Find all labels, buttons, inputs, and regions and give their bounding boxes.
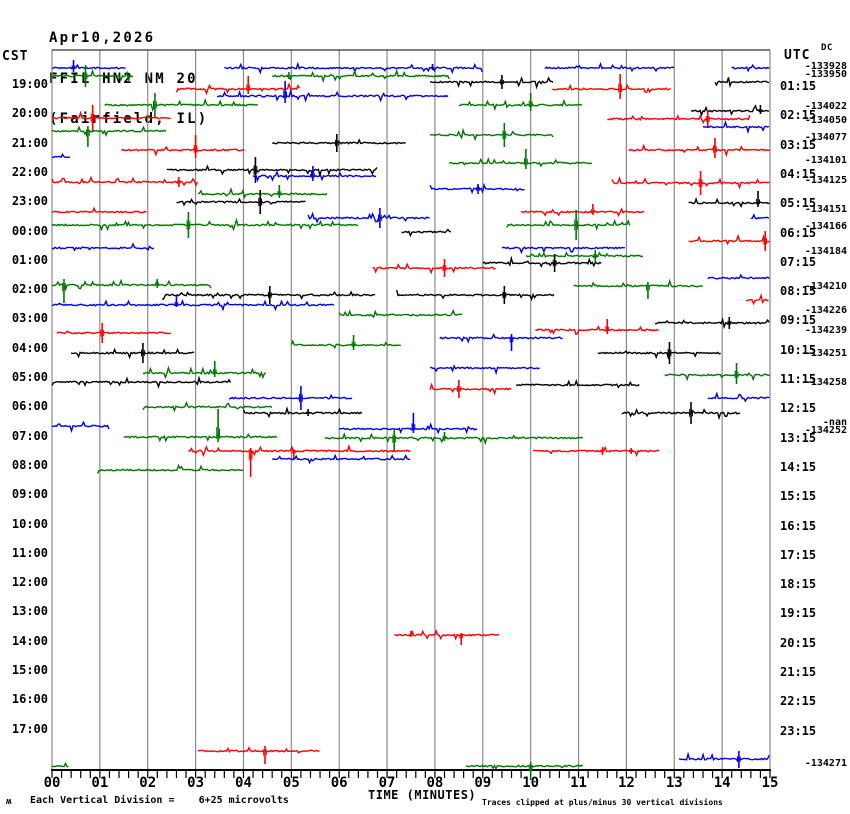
dc-value-label: -134252 bbox=[804, 425, 847, 436]
utc-time-label: 11:15 bbox=[780, 372, 817, 386]
utc-time-label: 07:15 bbox=[780, 254, 817, 269]
dc-value-label: -134151 bbox=[804, 204, 847, 215]
cst-time-label: 20:00 bbox=[11, 106, 48, 121]
cst-time-label: 02:00 bbox=[11, 282, 48, 297]
utc-time-label: 21:15 bbox=[780, 665, 817, 679]
x-tick-label: 05 bbox=[282, 775, 300, 791]
dc-value-label: -133950 bbox=[804, 69, 847, 80]
utc-time-label: 01:15 bbox=[780, 79, 817, 93]
utc-time-label: 18:15 bbox=[780, 577, 817, 592]
utc-time-label: 02:15 bbox=[780, 108, 817, 123]
cst-time-label: 00:00 bbox=[11, 223, 48, 238]
cst-time-label: 01:00 bbox=[11, 252, 48, 267]
x-tick-label: 12 bbox=[617, 775, 635, 791]
cst-time-label: 07:00 bbox=[11, 428, 48, 443]
cst-time-label: 16:00 bbox=[11, 692, 48, 707]
cst-time-label: 12:00 bbox=[11, 575, 48, 590]
utc-time-label: 15:15 bbox=[780, 489, 817, 504]
cst-time-label: 04:00 bbox=[11, 340, 48, 355]
dc-value-label: -134271 bbox=[804, 758, 847, 769]
dc-value-label: -134077 bbox=[804, 132, 847, 143]
utc-time-label: 22:15 bbox=[780, 694, 817, 709]
x-tick-label: 02 bbox=[139, 775, 157, 791]
cst-time-label: 03:00 bbox=[11, 311, 48, 326]
cst-time-label: 10:00 bbox=[11, 516, 48, 531]
dc-column-header: DC bbox=[821, 43, 833, 53]
dc-value-label: -133928 bbox=[804, 61, 847, 72]
x-tick-label: 00 bbox=[43, 775, 61, 791]
vertical-division-note: Each Vertical Division = 6+25 microvolts bbox=[30, 795, 289, 806]
dc-value-label: -134226 bbox=[804, 305, 847, 316]
utc-time-label: 14:15 bbox=[780, 459, 817, 474]
utc-axis-header: UTC bbox=[784, 48, 811, 63]
x-tick-label: 04 bbox=[235, 775, 252, 791]
x-tick-label: 08 bbox=[426, 775, 444, 791]
utc-time-label: 16:15 bbox=[780, 518, 817, 533]
dc-value-label: -134210 bbox=[804, 281, 847, 292]
cst-time-label: 09:00 bbox=[11, 487, 48, 502]
utc-time-label: 06:15 bbox=[780, 225, 817, 240]
dc-value-label: -134101 bbox=[804, 155, 847, 166]
utc-time-label: 19:15 bbox=[780, 606, 817, 621]
utc-time-label: 17:15 bbox=[780, 547, 817, 562]
x-tick-label: 07 bbox=[378, 775, 396, 791]
x-tick-label: 13 bbox=[665, 775, 683, 791]
x-tick-label: 06 bbox=[330, 775, 348, 791]
x-tick-label: 01 bbox=[91, 775, 109, 791]
dc-value-label: -134251 bbox=[804, 348, 847, 359]
utc-time-label: 03:15 bbox=[780, 137, 817, 152]
cst-time-label: 19:00 bbox=[11, 77, 48, 91]
cst-time-label: 23:00 bbox=[11, 194, 48, 209]
cst-time-label: 22:00 bbox=[11, 164, 48, 179]
utc-time-label: 09:15 bbox=[780, 313, 817, 328]
clipping-note: Traces clipped at plus/minus 30 vertical… bbox=[482, 798, 723, 807]
utc-time-label: 20:15 bbox=[780, 635, 817, 650]
utc-time-label: 05:15 bbox=[780, 196, 817, 211]
x-tick-label: 15 bbox=[761, 775, 779, 791]
utc-time-label: 08:15 bbox=[780, 284, 817, 299]
cst-time-label: 17:00 bbox=[11, 721, 48, 736]
utc-time-label: 04:15 bbox=[780, 166, 817, 181]
dc-value-label: -134022 bbox=[804, 101, 847, 112]
dc-value-label: -134258 bbox=[804, 377, 847, 388]
wiggle-icon: ʍ bbox=[6, 797, 12, 807]
x-axis-title: TIME (MINUTES) bbox=[368, 788, 477, 802]
x-tick-label: 14 bbox=[713, 775, 731, 791]
cst-time-label: 21:00 bbox=[11, 135, 48, 150]
cst-time-label: 13:00 bbox=[11, 604, 48, 619]
dc-value-label: -134239 bbox=[804, 325, 847, 336]
x-tick-label: 09 bbox=[474, 775, 492, 791]
dc-value-label: -134125 bbox=[804, 175, 847, 186]
cst-axis-header: CST bbox=[2, 49, 29, 64]
title-date: Apr10,2026 bbox=[49, 30, 156, 46]
dc-value-label: -134184 bbox=[804, 246, 847, 257]
utc-time-label: 10:15 bbox=[780, 342, 817, 357]
utc-time-label: 12:15 bbox=[780, 401, 817, 416]
utc-time-label: 13:15 bbox=[780, 430, 817, 445]
utc-time-label: 23:15 bbox=[780, 723, 817, 738]
cst-time-label: 14:00 bbox=[11, 633, 48, 648]
x-tick-label: 03 bbox=[187, 775, 205, 791]
x-tick-label: 11 bbox=[570, 775, 587, 791]
dc-value-label: -nan bbox=[822, 417, 847, 428]
dc-value-label: -134166 bbox=[804, 221, 847, 232]
cst-time-label: 05:00 bbox=[11, 370, 48, 384]
x-tick-label: 10 bbox=[522, 775, 540, 791]
cst-time-label: 08:00 bbox=[11, 457, 48, 472]
dc-value-label: -134050 bbox=[804, 115, 847, 126]
cst-time-label: 15:00 bbox=[11, 663, 48, 677]
cst-time-label: 06:00 bbox=[11, 399, 48, 414]
cst-time-label: 11:00 bbox=[11, 545, 48, 560]
title-location: (Fairfield, IL) bbox=[49, 111, 209, 127]
